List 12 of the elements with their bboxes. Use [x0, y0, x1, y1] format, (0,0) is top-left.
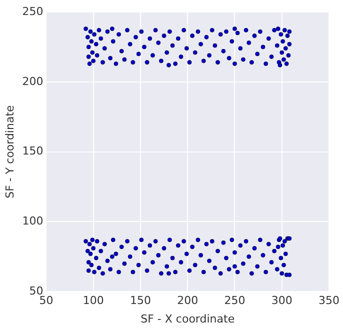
x-tick-label: 300 [271, 294, 292, 308]
x-tick-label: 200 [177, 294, 198, 308]
y-tick-label: 100 [22, 214, 44, 228]
y-tick-label: 150 [22, 144, 44, 158]
y-tick-label: 200 [22, 74, 44, 88]
x-tick-label: 350 [318, 294, 340, 308]
y-axis-title: SF - Y coordinate [3, 104, 16, 198]
x-tick-label: 250 [224, 294, 246, 308]
x-axis-title: SF - X coordinate [140, 312, 235, 326]
y-tick-label: 250 [22, 4, 44, 18]
x-tick-label: 150 [130, 294, 151, 308]
x-tick-label: 100 [82, 294, 104, 308]
